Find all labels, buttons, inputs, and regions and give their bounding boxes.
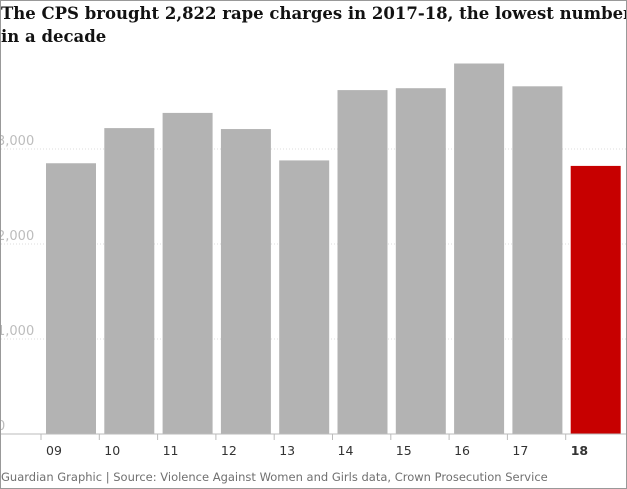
x-tick-label: 14 xyxy=(338,443,354,458)
x-tick-label: 17 xyxy=(512,443,528,458)
bar xyxy=(46,163,96,434)
x-tick-label: 09 xyxy=(46,443,62,458)
y-tick-label: 3,000 xyxy=(1,134,34,149)
x-tick-label: 12 xyxy=(221,443,237,458)
x-tick-label: 10 xyxy=(104,443,120,458)
chart-title: The CPS brought 2,822 rape charges in 20… xyxy=(1,4,626,46)
y-tick-label: 1,000 xyxy=(1,324,34,339)
bar xyxy=(512,86,563,435)
bar xyxy=(220,129,271,435)
bar xyxy=(395,88,446,434)
y-tick-label: 0 xyxy=(1,419,5,434)
bar xyxy=(104,128,155,434)
x-tick-label: 15 xyxy=(396,443,412,458)
x-tick-label: 11 xyxy=(163,443,179,458)
bar xyxy=(454,63,505,434)
source-note: Guardian Graphic | Source: Violence Agai… xyxy=(1,470,548,484)
x-tick-label: 13 xyxy=(279,443,295,458)
bar xyxy=(337,90,388,434)
x-tick-label: 16 xyxy=(454,443,470,458)
y-tick-label: 2,000 xyxy=(1,229,34,244)
bar xyxy=(279,160,330,434)
x-tick-label: 18 xyxy=(571,443,588,458)
bar xyxy=(570,165,621,434)
bar xyxy=(162,112,213,435)
